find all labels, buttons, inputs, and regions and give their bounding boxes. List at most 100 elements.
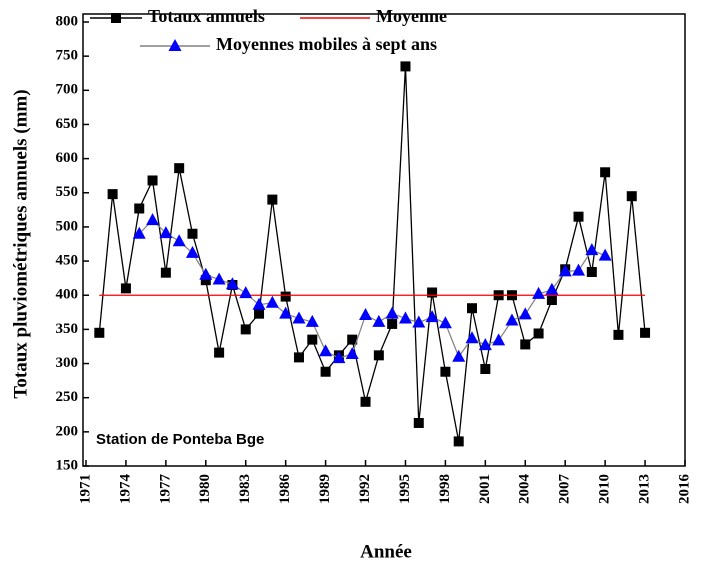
y-tick-label: 550 [56, 184, 79, 200]
point [265, 295, 279, 308]
point [492, 333, 506, 346]
point [546, 295, 557, 306]
point [345, 346, 359, 359]
point [532, 286, 546, 299]
point [600, 167, 611, 178]
point [146, 213, 160, 226]
point [412, 315, 426, 328]
point [147, 175, 158, 186]
point [293, 352, 304, 363]
point [520, 339, 531, 350]
point [640, 327, 651, 338]
point [225, 277, 239, 290]
point [200, 275, 211, 286]
point [239, 286, 253, 299]
x-tick-label: 1977 [157, 474, 173, 505]
point [359, 308, 373, 321]
plot-frame [82, 13, 686, 467]
y-tick-label: 300 [56, 355, 79, 371]
x-tick-label: 2001 [477, 474, 493, 504]
point [305, 314, 319, 327]
point [438, 316, 452, 329]
point [387, 318, 398, 329]
x-tick-label: 2004 [517, 474, 533, 505]
point [279, 306, 293, 319]
point [425, 310, 439, 323]
x-tick-label: 1998 [437, 474, 453, 504]
point [94, 327, 105, 338]
y-tick-label: 650 [56, 116, 79, 132]
x-tick-label: 1974 [117, 474, 133, 505]
x-tick-label: 1995 [397, 474, 413, 504]
point [518, 307, 532, 320]
point [254, 308, 265, 319]
point [132, 226, 146, 239]
point [465, 331, 479, 344]
point [280, 291, 291, 302]
point [480, 364, 491, 375]
y-tick-label: 450 [56, 253, 79, 269]
point [626, 191, 637, 202]
y-axis-title: Totaux pluviométriques annuels (mm) [10, 89, 31, 398]
point [573, 211, 584, 222]
point [478, 338, 492, 351]
annotation: Station de Ponteba Bge [96, 431, 264, 448]
point [413, 417, 424, 428]
point [320, 366, 331, 377]
legend-label: Moyennes mobiles à sept ans [216, 34, 437, 54]
point [373, 350, 384, 361]
y-tick-label: 600 [56, 150, 79, 166]
series-line [98, 66, 646, 442]
point [160, 267, 171, 278]
point [307, 334, 318, 345]
x-tick-label: 1992 [357, 474, 373, 504]
x-tick-label: 2016 [676, 474, 692, 505]
y-tick-label: 500 [56, 218, 79, 234]
x-axis-title: Année [360, 541, 412, 562]
point [572, 263, 586, 276]
point [347, 334, 358, 345]
point [585, 243, 599, 256]
point [252, 297, 266, 310]
x-tick-label: 1980 [197, 474, 213, 504]
x-tick-label: 1983 [237, 474, 253, 504]
y-tick-label: 250 [56, 389, 79, 405]
x-tick-label: 2013 [637, 474, 653, 504]
point [199, 267, 213, 280]
y-tick-label: 200 [56, 423, 79, 439]
legend-label: Totaux annuels [148, 6, 265, 26]
point [586, 267, 597, 278]
point [453, 436, 464, 447]
point [107, 189, 118, 200]
x-tick-label: 2010 [597, 474, 613, 504]
point [452, 349, 466, 362]
point [174, 163, 185, 174]
y-tick-label: 700 [56, 82, 79, 98]
point [385, 306, 399, 319]
legend-marker [111, 13, 121, 23]
point [372, 314, 386, 327]
point [292, 311, 306, 324]
point [185, 245, 199, 258]
x-tick-label: 1989 [317, 474, 333, 504]
point [214, 347, 225, 358]
y-tick-label: 150 [56, 457, 79, 473]
point [400, 61, 411, 72]
point [427, 287, 438, 298]
point [120, 283, 131, 294]
x-tick-label: 1971 [77, 474, 93, 504]
y-tick-label: 800 [56, 13, 79, 29]
point [212, 272, 226, 285]
point [172, 234, 186, 247]
legend-label: Moyenne [376, 6, 447, 26]
point [598, 248, 612, 261]
point [505, 313, 519, 326]
point [267, 194, 278, 205]
point [319, 344, 333, 357]
point [187, 228, 198, 239]
point [398, 311, 412, 324]
x-tick-label: 2007 [557, 474, 573, 505]
point [360, 396, 371, 407]
point [558, 264, 572, 277]
